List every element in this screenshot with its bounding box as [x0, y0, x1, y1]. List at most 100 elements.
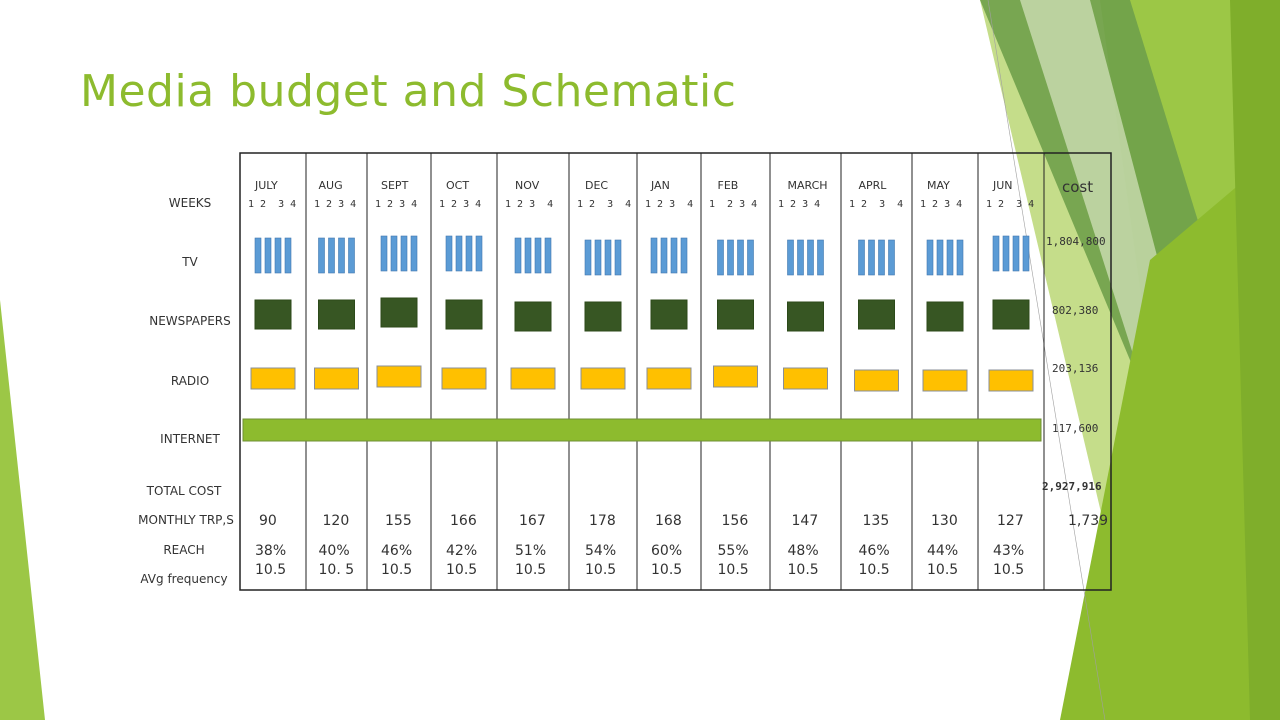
- cost-header: cost: [1062, 178, 1094, 196]
- tv-week-bar: [888, 239, 895, 276]
- tv-week-bar: [318, 237, 325, 274]
- tv-week-bar: [604, 239, 612, 276]
- reach-value: 48%: [787, 543, 819, 559]
- tv-week-bar: [475, 235, 483, 272]
- tv-week-bar: [956, 239, 964, 276]
- month-label: AUG: [318, 179, 343, 192]
- tv-week-bar: [514, 237, 522, 274]
- week-numbers: 1 2 3 4: [248, 199, 297, 210]
- tv-week-bar: [584, 239, 592, 276]
- avg-frequency-value: 10. 5: [318, 562, 355, 578]
- tv-week-bar: [650, 237, 658, 274]
- tv-week-bar: [338, 237, 345, 274]
- newspaper-block: [650, 299, 688, 330]
- tv-week-bar: [787, 239, 794, 276]
- avg-frequency-value: 10.5: [585, 562, 617, 578]
- avg-frequency-value: 10.5: [446, 562, 478, 578]
- tv-week-bar: [534, 237, 542, 274]
- cost-radio: 203,136: [1052, 362, 1099, 375]
- tv-week-bar: [445, 235, 453, 272]
- tv-week-bar: [670, 237, 678, 274]
- month-label: JULY: [255, 179, 278, 192]
- week-numbers: 1 2 3 4: [778, 199, 821, 210]
- week-numbers: 1 2 3 4: [439, 199, 482, 210]
- newspaper-block: [717, 299, 754, 330]
- radio-block: [441, 367, 487, 390]
- cost-newspapers: 802,380: [1052, 304, 1099, 317]
- monthly-trps-value: 127: [997, 513, 1024, 529]
- tv-week-bar: [936, 239, 944, 276]
- internet-bar: [242, 418, 1042, 442]
- avg-frequency-value: 10.5: [858, 562, 890, 578]
- tv-week-bar: [1012, 235, 1020, 272]
- monthly-trps-value: 178: [589, 513, 616, 529]
- monthly-trps-value: 167: [519, 513, 546, 529]
- reach-value: 55%: [717, 543, 749, 559]
- tv-week-bar: [817, 239, 824, 276]
- monthly-trps-value: 147: [791, 513, 819, 529]
- tv-week-bar: [284, 237, 292, 274]
- monthly-trps-value: 168: [655, 513, 682, 529]
- monthly-trps-value: 155: [385, 513, 412, 529]
- tv-week-bar: [274, 237, 282, 274]
- newspaper-block: [254, 299, 292, 330]
- reach-value: 54%: [585, 543, 617, 559]
- week-numbers: 1 2 3 4: [505, 199, 554, 210]
- newspaper-block: [584, 301, 622, 332]
- tv-week-bar: [878, 239, 885, 276]
- avg-frequency-value: 10.5: [927, 562, 959, 578]
- avg-frequency-value: 10.5: [993, 562, 1025, 578]
- radio-block: [646, 367, 692, 390]
- week-numbers: 1 2 3 4: [375, 199, 418, 210]
- tv-week-bar: [400, 235, 408, 272]
- page-title: Media budget and Schematic: [80, 66, 737, 117]
- newspaper-block: [318, 299, 355, 330]
- tv-week-bar: [390, 235, 398, 272]
- monthly-trps-value: 130: [931, 513, 958, 529]
- tv-week-bar: [680, 237, 688, 274]
- reach-value: 38%: [255, 543, 287, 559]
- tv-week-bar: [465, 235, 473, 272]
- monthly-trps-value: 120: [322, 513, 350, 529]
- decor-line: [987, 0, 1106, 720]
- month-label: SEPT: [381, 179, 409, 192]
- newspaper-block: [858, 299, 895, 330]
- newspaper-block: [992, 299, 1030, 330]
- tv-week-bar: [727, 239, 734, 276]
- tv-week-bar: [797, 239, 804, 276]
- month-label: DEC: [585, 179, 609, 192]
- row-label-internet: INTERNET: [160, 432, 220, 446]
- week-numbers: 1 2 3 4: [577, 199, 632, 210]
- cost-tv: 1,804,800: [1046, 235, 1106, 248]
- tv-week-bar: [660, 237, 668, 274]
- reach-value: 46%: [381, 543, 413, 559]
- row-label-newspapers: NEWSPAPERS: [149, 314, 231, 328]
- newspaper-block: [514, 301, 552, 332]
- newspaper-block: [380, 297, 418, 328]
- radio-block: [250, 367, 296, 390]
- month-label: APRL: [858, 179, 887, 192]
- tv-week-bar: [858, 239, 865, 276]
- grid-frame: [239, 152, 1112, 591]
- monthly-trps-total: 1,739: [1068, 513, 1109, 529]
- monthly-trps-value: 135: [862, 513, 890, 529]
- tv-week-bar: [455, 235, 463, 272]
- tv-week-bar: [264, 237, 272, 274]
- avg-frequency-value: 10.5: [255, 562, 287, 578]
- tv-week-bar: [254, 237, 262, 274]
- month-label: NOV: [515, 179, 540, 192]
- row-label-radio: RADIO: [170, 374, 210, 388]
- monthly-trps-value: 90: [259, 513, 277, 529]
- monthly-trps-value: 166: [450, 513, 477, 529]
- tv-week-bar: [380, 235, 388, 272]
- month-label: MARCH: [787, 179, 828, 192]
- cost-total: 2,927,916: [1042, 480, 1102, 493]
- radio-block: [783, 367, 828, 390]
- reach-value: 43%: [993, 543, 1025, 559]
- radio-block: [580, 367, 626, 390]
- reach-value: 44%: [927, 543, 959, 559]
- reach-value: 46%: [858, 543, 890, 559]
- radio-block: [988, 369, 1034, 392]
